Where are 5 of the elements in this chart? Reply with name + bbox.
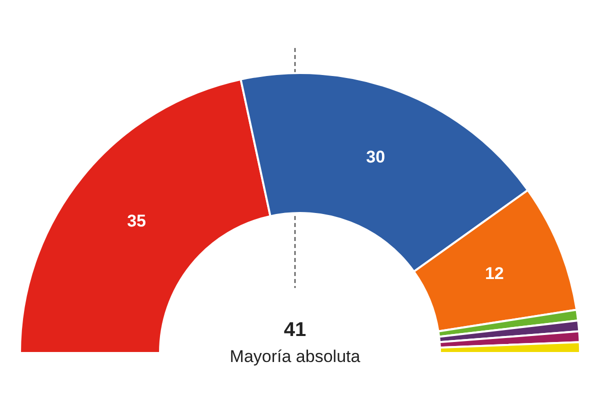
text: Mayoría absoluta: [230, 347, 361, 366]
text: 41: [284, 319, 306, 341]
data-label: 30: [366, 148, 386, 167]
data-label: 35: [127, 212, 146, 231]
data-label: 12: [484, 264, 504, 284]
